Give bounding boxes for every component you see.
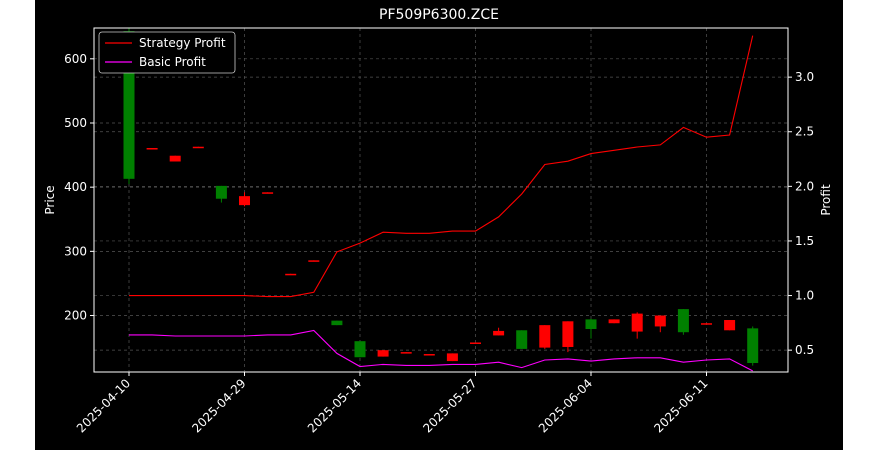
left-tick-label-200: 200 <box>64 309 87 323</box>
left-tick-label-500: 500 <box>64 116 87 130</box>
y-axis-left-label: Price <box>43 185 57 214</box>
candle-body-20 <box>585 319 597 329</box>
plot-frame <box>93 27 789 373</box>
candle-body-23 <box>654 315 666 327</box>
right-tick-label-0.5: 0.5 <box>795 343 814 357</box>
candle-body-21 <box>608 319 620 324</box>
candle-body-19 <box>562 321 574 347</box>
candle-body-25 <box>701 323 712 325</box>
candle-body-26 <box>724 320 736 331</box>
left-tick-label-300: 300 <box>64 244 87 258</box>
candle-body-4 <box>215 185 227 199</box>
candle-body-3 <box>192 146 204 149</box>
candle-body-13 <box>423 354 435 356</box>
left-axis-ticks: 200 300 400 500 600 <box>64 52 94 323</box>
right-tick-label-2: 2.0 <box>795 179 814 193</box>
candle-body-17 <box>516 330 528 349</box>
right-tick-label-1: 1.0 <box>795 289 814 303</box>
candle-body-11 <box>377 350 389 357</box>
series-line-strategy-profit <box>129 35 754 298</box>
legend-label-strategy: Strategy Profit <box>139 36 226 50</box>
legend-label-basic: Basic Profit <box>139 55 206 69</box>
left-tick-label-400: 400 <box>64 180 87 194</box>
candle-body-10 <box>354 341 366 358</box>
candle-body-2 <box>169 155 181 162</box>
legend-box <box>98 31 236 74</box>
candle-body-0 <box>123 31 135 179</box>
candle-body-24 <box>677 309 689 333</box>
right-axis-ticks: 0.5 1.0 1.5 2.0 2.5 3.0 <box>788 70 814 357</box>
candle-body-7 <box>285 273 297 276</box>
chart-title: PF509P6300.ZCE <box>379 7 499 23</box>
figure-background <box>35 0 843 450</box>
candle-body-5 <box>239 196 250 206</box>
candle-body-12 <box>400 352 412 354</box>
left-tick-label-600: 600 <box>64 52 87 66</box>
series-line-basic-profit <box>129 329 753 372</box>
candle-body-8 <box>308 260 320 262</box>
candle-body-14 <box>446 353 458 362</box>
right-tick-label-1.5: 1.5 <box>795 234 814 248</box>
candle-body-27 <box>747 328 759 364</box>
y-axis-right-label: Profit <box>819 184 833 216</box>
right-tick-label-3: 3.0 <box>795 70 814 84</box>
candle-body-9 <box>331 320 343 326</box>
candle-body-16 <box>493 330 505 336</box>
legend: Strategy Profit Basic Profit <box>98 31 236 74</box>
candles-group <box>123 28 759 366</box>
profit-lines-group <box>129 35 754 372</box>
candle-body-22 <box>631 313 643 332</box>
candle-body-15 <box>470 342 481 344</box>
grid-lines <box>94 28 788 372</box>
candle-body-1 <box>146 148 158 150</box>
right-tick-label-2.5: 2.5 <box>795 125 814 139</box>
candle-body-18 <box>539 325 551 348</box>
candle-body-6 <box>262 192 274 194</box>
